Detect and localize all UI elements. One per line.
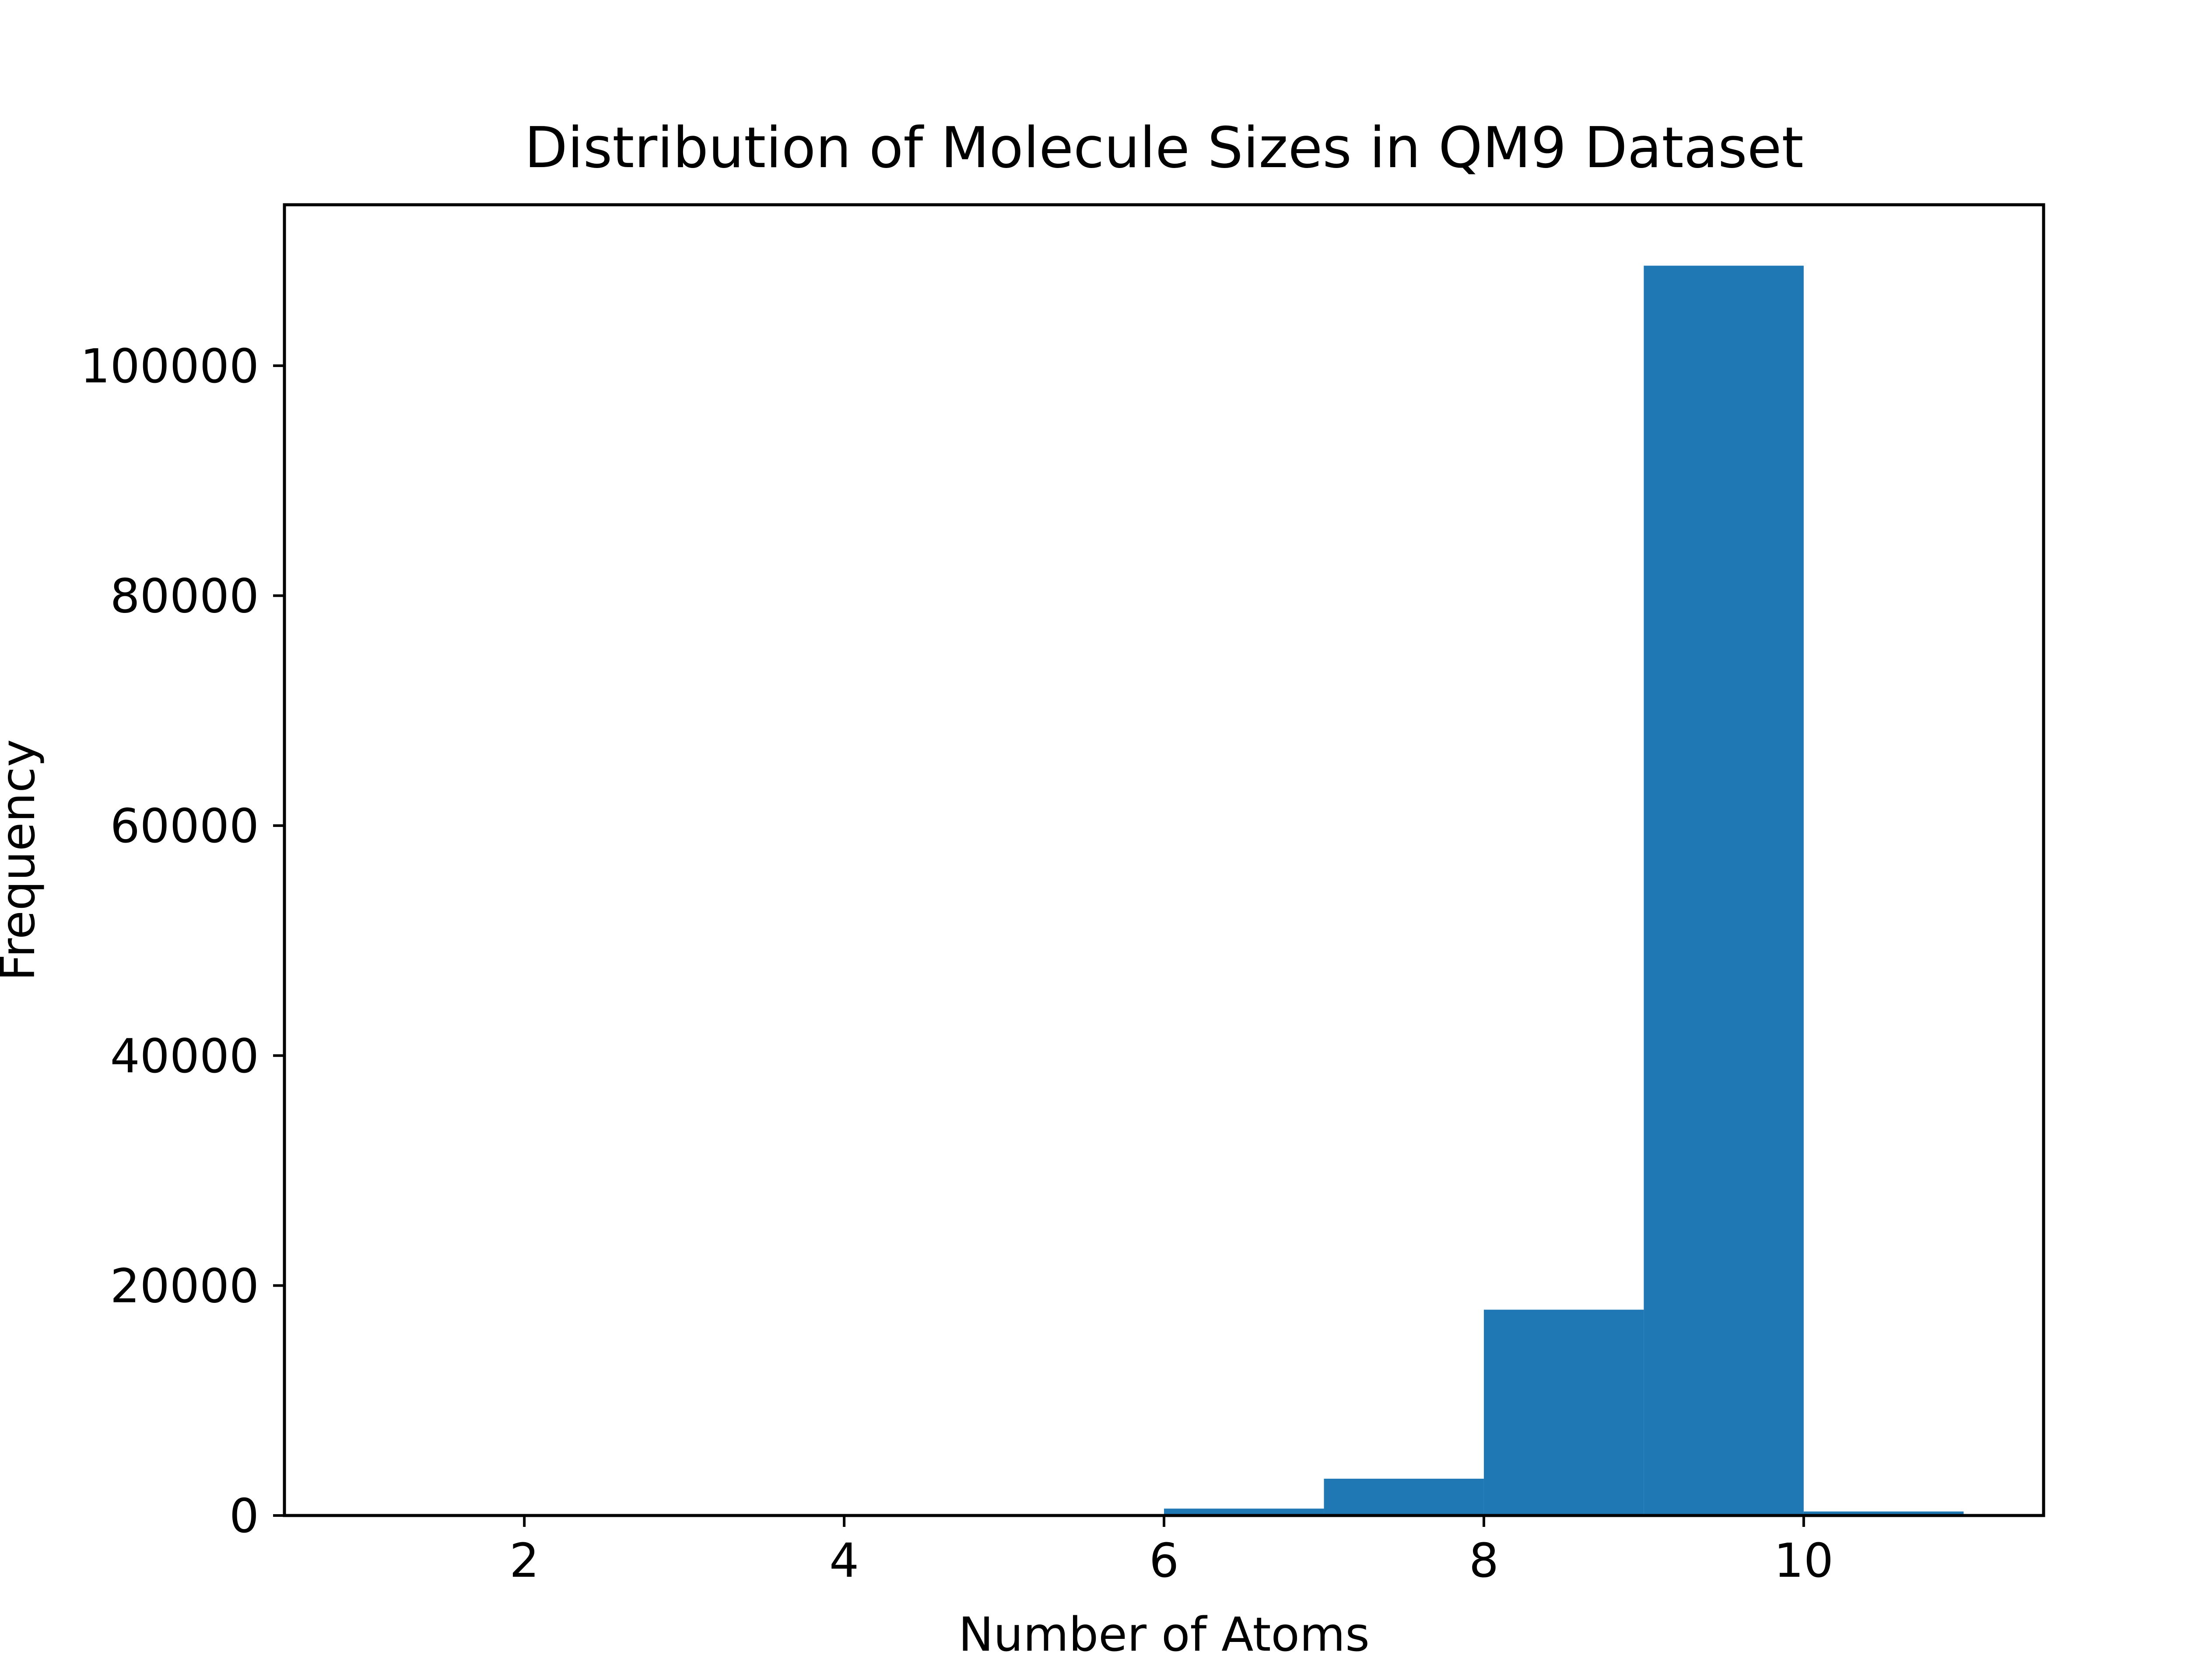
histogram-bar-6-7 [1164,1508,1324,1516]
histogram-bar-8-9 [1483,1309,1644,1516]
y-tick-label: 80000 [110,570,259,624]
y-tick-label: 0 [229,1489,259,1544]
x-tick-label: 2 [509,1534,539,1588]
y-tick-label: 60000 [110,799,259,854]
chart-title: Distribution of Molecule Sizes in QM9 Da… [524,116,1803,181]
y-axis: 0 20000 40000 60000 80000 100000 [81,340,284,1544]
y-tick-label: 20000 [110,1259,259,1313]
x-tick-label: 8 [1469,1534,1499,1588]
histogram-bar-10-11 [1803,1511,1964,1516]
x-axis-label: Number of Atoms [958,1608,1370,1662]
x-tick-label: 4 [829,1534,859,1588]
y-axis-label: Frequency [0,739,46,981]
y-tick-label: 40000 [110,1029,259,1084]
x-axis: 2 4 6 8 10 [509,1516,1834,1588]
x-tick-label: 6 [1149,1534,1179,1588]
x-tick-label: 10 [1774,1534,1834,1588]
histogram-bar-7-8 [1324,1478,1484,1516]
bars-layer [1164,266,1964,1516]
histogram-bar-9-10 [1644,266,1804,1516]
y-tick-label: 100000 [81,340,259,394]
